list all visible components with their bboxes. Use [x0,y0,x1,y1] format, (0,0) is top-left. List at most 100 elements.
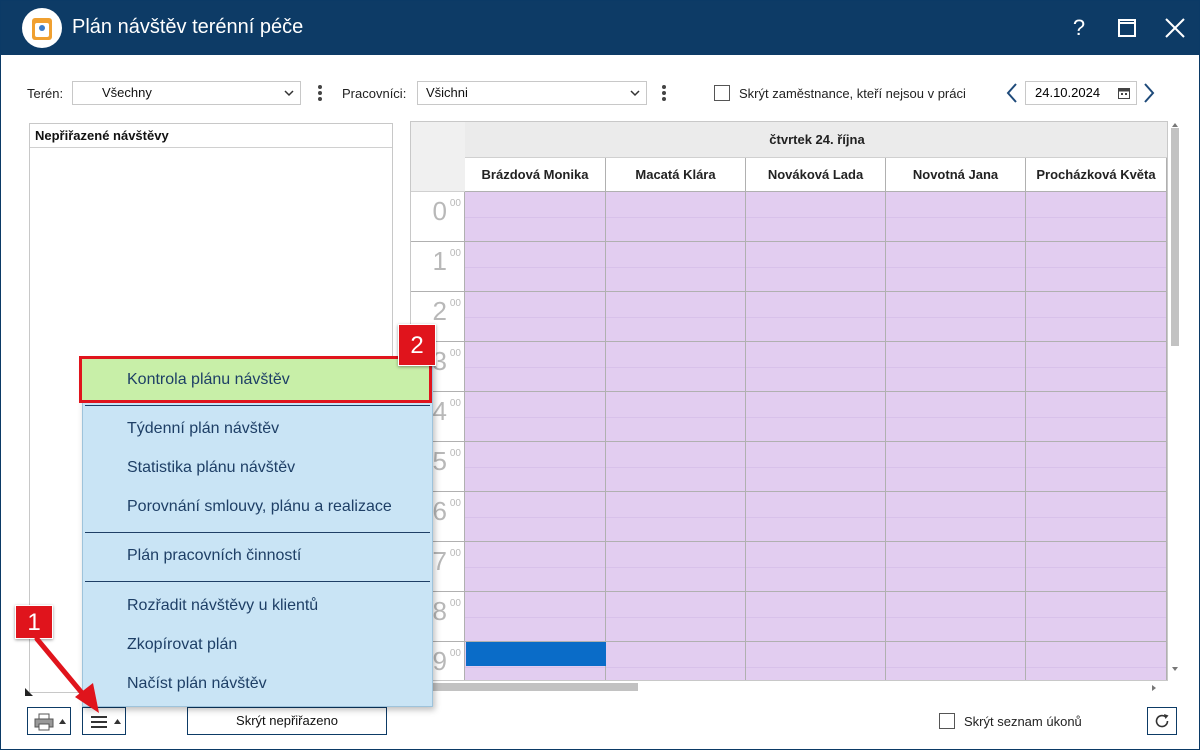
pracovnici-select[interactable]: Všichni [417,81,647,105]
next-day-icon[interactable] [1141,82,1157,104]
minute-label: 00 [449,198,461,209]
half-hour-line [465,417,605,418]
schedule-cell[interactable] [746,492,886,542]
schedule-cell[interactable] [746,392,886,442]
schedule-cell[interactable] [606,292,746,342]
minute-label: 00 [449,598,461,609]
schedule-cell[interactable] [1026,392,1167,442]
schedule-cell[interactable] [1026,192,1167,242]
hide-unassigned-button[interactable]: Skrýt nepřiřazeno [187,707,387,735]
close-button[interactable] [1158,11,1192,45]
schedule-cell[interactable] [465,292,606,342]
schedule-cell[interactable] [465,392,606,442]
menu-item-rozradit[interactable]: Rozřadit návštěvy u klientů [127,597,319,614]
schedule-cell[interactable] [746,542,886,592]
half-hour-line [1026,367,1166,368]
schedule-cell[interactable] [746,192,886,242]
employee-column-header[interactable]: Macatá Klára [606,158,746,192]
calendar-icon[interactable] [1118,87,1130,99]
hide-tasks-label: Skrýt seznam úkonů [964,714,1082,729]
schedule-cell[interactable] [1026,292,1167,342]
vertical-scrollbar-thumb[interactable] [1171,128,1179,346]
hour-row: 0 00 [411,192,465,242]
menu-item-plan-cinnosti[interactable]: Plán pracovních činností [127,547,302,564]
schedule-cell[interactable] [886,192,1026,242]
appointment-block[interactable] [466,642,606,666]
hide-employees-checkbox[interactable] [714,85,730,101]
schedule-cell[interactable] [606,342,746,392]
print-button[interactable] [27,707,71,735]
schedule-cell[interactable] [465,592,606,642]
date-field[interactable]: 24.10.2024 [1025,81,1137,105]
schedule-cell[interactable] [465,192,606,242]
horizontal-scrollbar-thumb[interactable] [431,683,638,691]
scroll-down-icon[interactable] [1171,666,1179,672]
schedule-cell[interactable] [886,592,1026,642]
employee-column-header[interactable]: Nováková Lada [746,158,886,192]
caret-up-icon [114,719,121,724]
menu-item-porovnani[interactable]: Porovnání smlouvy, plánu a realizace [127,498,392,515]
half-hour-line [746,367,885,368]
teren-select[interactable]: Všechny [72,81,301,105]
schedule-cell[interactable] [606,542,746,592]
half-hour-line [606,367,745,368]
help-button[interactable]: ? [1062,11,1096,45]
menu-item-kontrola-planu[interactable]: Kontrola plánu návštěv [79,356,432,403]
schedule-cell[interactable] [606,242,746,292]
schedule-cell[interactable] [746,242,886,292]
schedule-cell[interactable] [886,542,1026,592]
schedule-cell[interactable] [886,342,1026,392]
schedule-cell[interactable] [606,592,746,642]
schedule-cell[interactable] [746,292,886,342]
employee-column-header[interactable]: Procházková Květa [1026,158,1167,192]
schedule-cell[interactable] [1026,642,1167,680]
schedule-cell[interactable] [746,342,886,392]
schedule-cell[interactable] [606,442,746,492]
menu-item-nacist[interactable]: Načíst plán návštěv [127,675,267,692]
schedule-cell[interactable] [606,192,746,242]
schedule-cell[interactable] [886,442,1026,492]
schedule-cell[interactable] [606,492,746,542]
refresh-button[interactable] [1147,707,1177,735]
schedule-cell[interactable] [1026,592,1167,642]
schedule-cell[interactable] [886,292,1026,342]
schedule-cell[interactable] [746,442,886,492]
hour-row: 2 00 [411,292,465,342]
schedule-cell[interactable] [746,642,886,680]
schedule-cell[interactable] [886,492,1026,542]
menu-separator [85,532,430,533]
maximize-button[interactable] [1110,11,1144,45]
schedule-cell[interactable] [886,242,1026,292]
schedule-cell[interactable] [886,392,1026,442]
schedule-cell[interactable] [465,542,606,592]
teren-more-icon[interactable] [316,83,324,105]
schedule-cell[interactable] [465,242,606,292]
schedule-cell[interactable] [886,642,1026,680]
schedule-cell[interactable] [1026,242,1167,292]
schedule-cell[interactable] [1026,442,1167,492]
employee-column-header[interactable]: Novotná Jana [886,158,1026,192]
menu-item-zkopirovat[interactable]: Zkopírovat plán [127,636,238,653]
schedule-cell[interactable] [1026,542,1167,592]
schedule-cell[interactable] [1026,492,1167,542]
schedule-cell[interactable] [606,392,746,442]
menu-item-statistika[interactable]: Statistika plánu návštěv [127,459,296,476]
schedule-cell[interactable] [1026,342,1167,392]
scroll-up-icon[interactable] [1171,122,1179,128]
schedule-cell[interactable] [606,642,746,680]
schedule-cell[interactable] [465,492,606,542]
prev-day-icon[interactable] [1004,82,1020,104]
menu-button[interactable] [82,707,126,735]
menu-item-tydenni-plan[interactable]: Týdenní plán návštěv [127,420,280,437]
half-hour-line [1026,217,1166,218]
schedule-cell[interactable] [465,342,606,392]
half-hour-line [1026,267,1166,268]
schedule-cell[interactable] [746,592,886,642]
pracovnici-more-icon[interactable] [660,83,668,105]
schedule-cell[interactable] [465,442,606,492]
hour-row: 5 00 [411,442,465,492]
hide-tasks-checkbox[interactable] [939,713,955,729]
step-2-badge: 2 [398,324,436,366]
scroll-right-icon[interactable] [1151,684,1157,692]
employee-column-header[interactable]: Brázdová Monika [465,158,606,192]
